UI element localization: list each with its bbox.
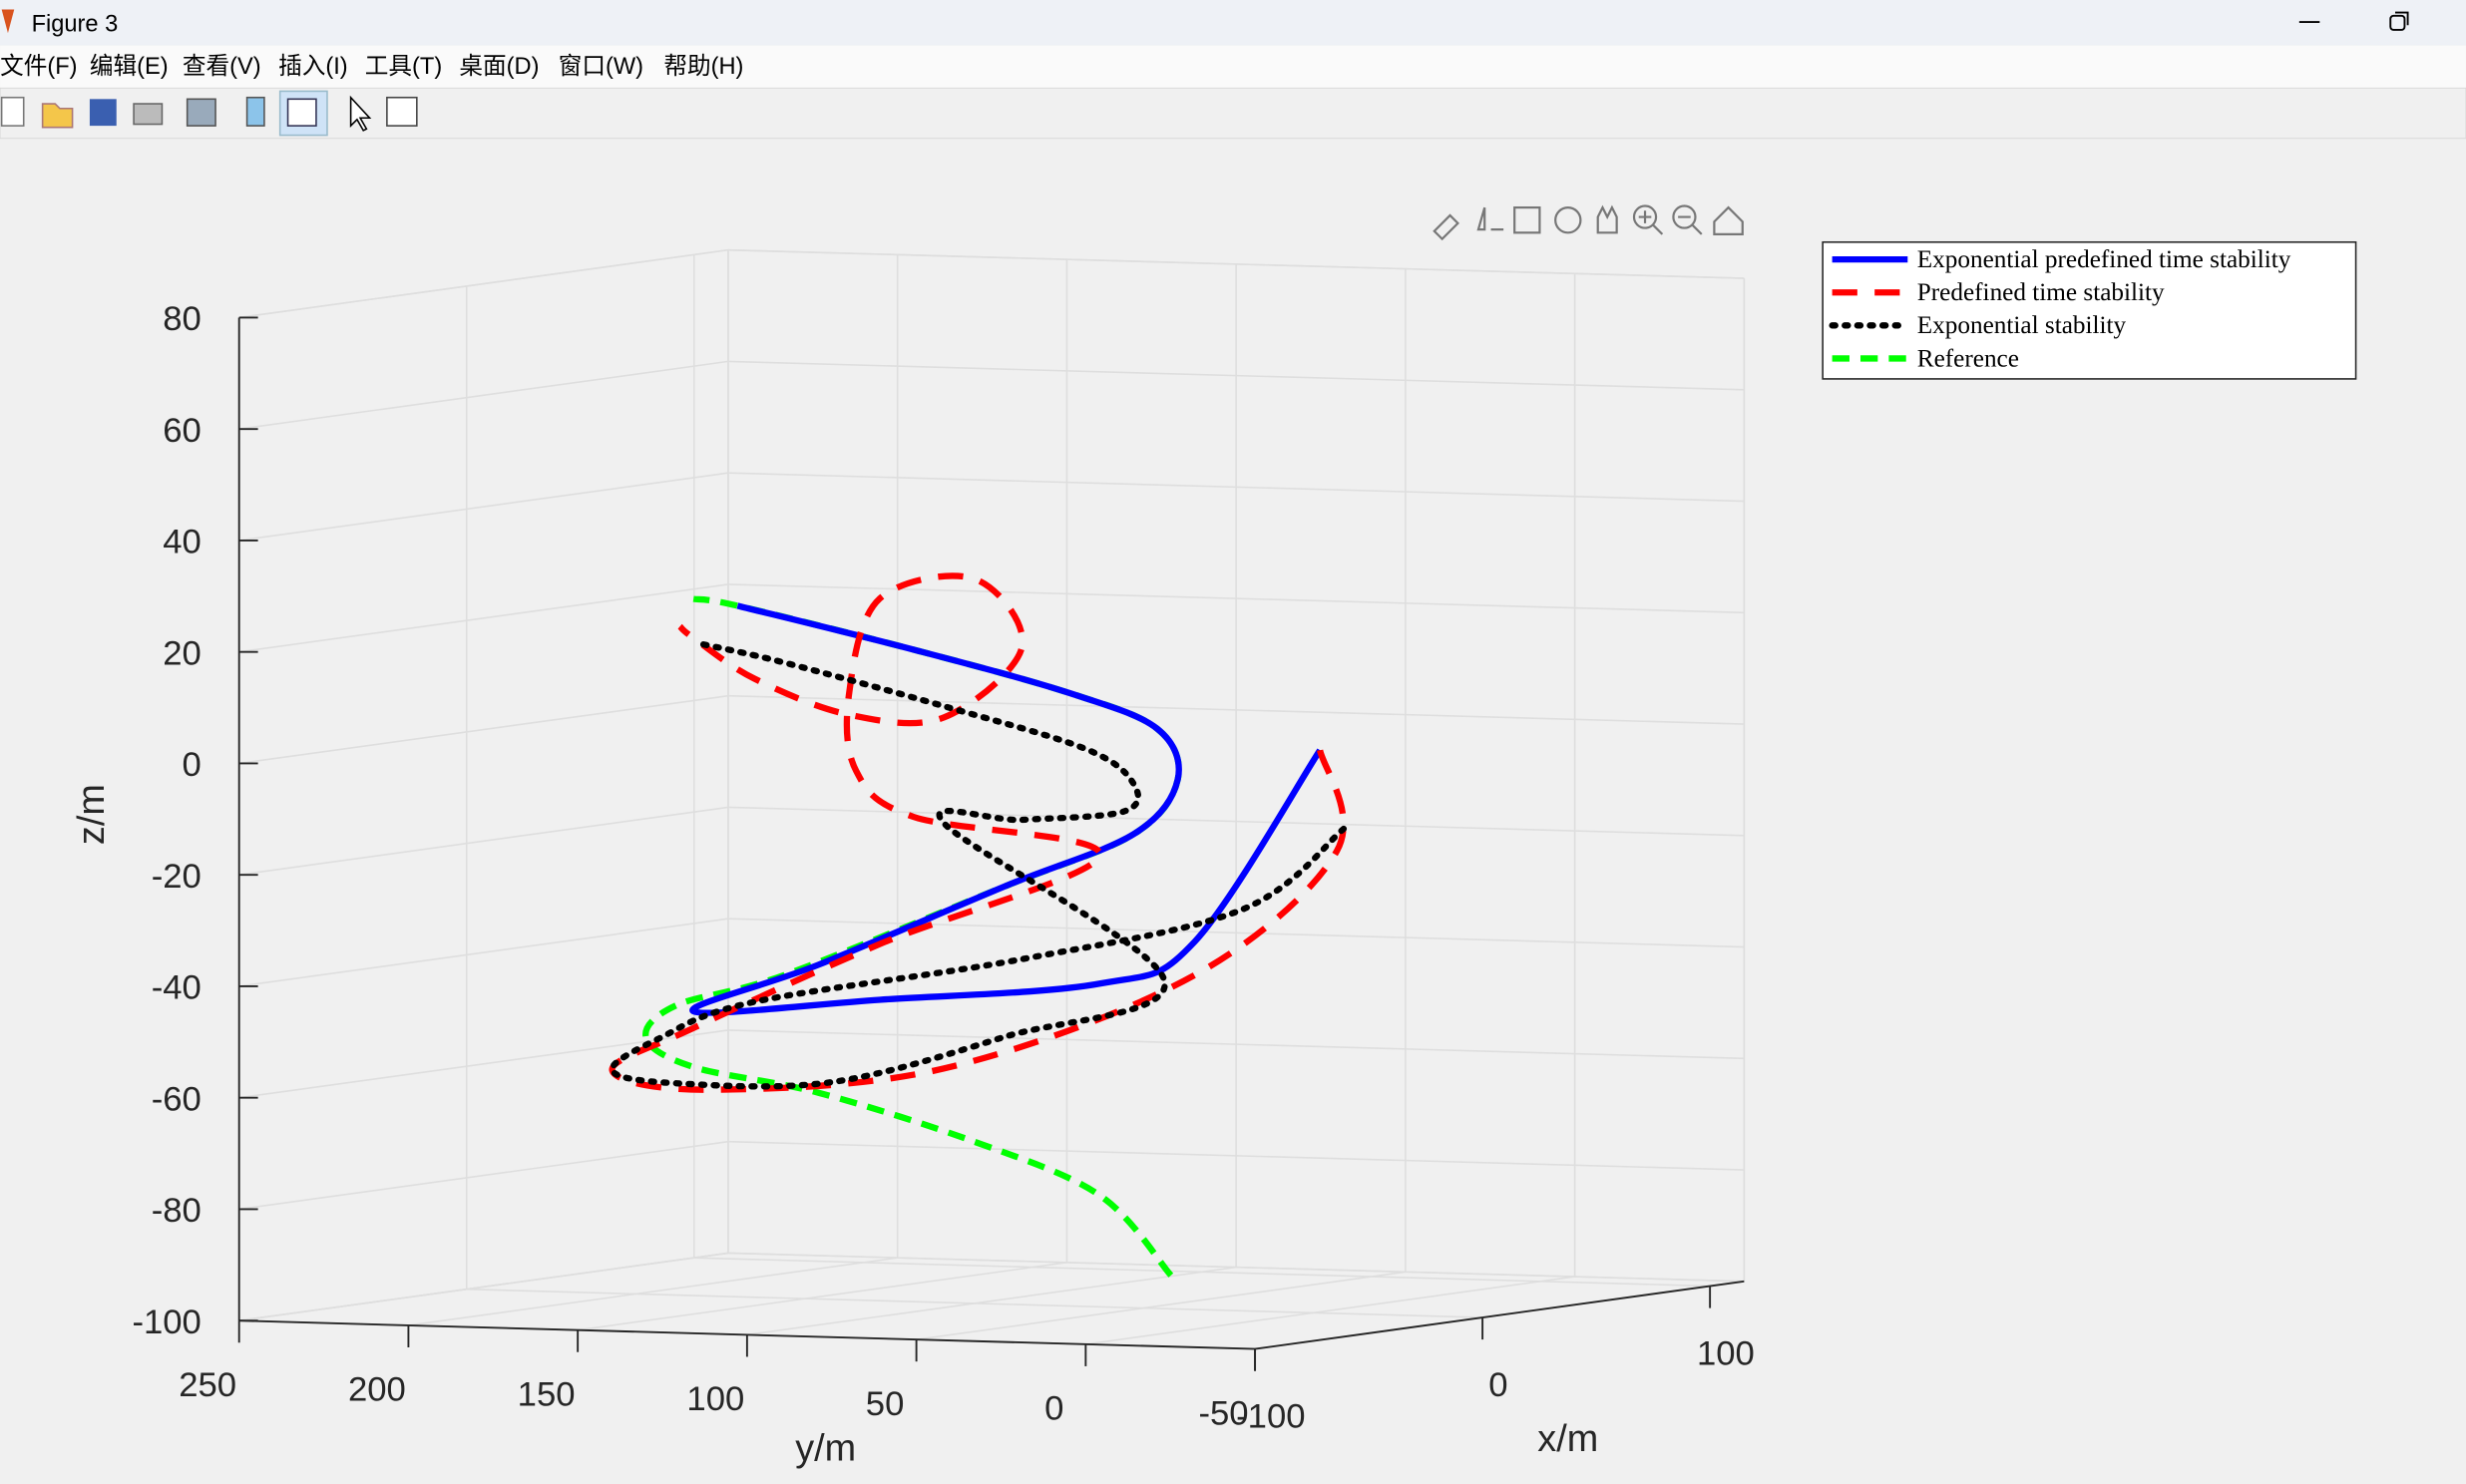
zoom-out-icon[interactable] xyxy=(1672,204,1703,235)
grid-line xyxy=(238,248,729,319)
menu-item[interactable]: 帮助(H) xyxy=(663,53,743,80)
print-preview-icon[interactable] xyxy=(186,98,216,127)
y-tick-label: 200 xyxy=(348,1371,406,1409)
menu-item[interactable]: 查看(V) xyxy=(183,53,261,80)
z-axis-label: z/m xyxy=(71,784,113,845)
y-tick-label: 250 xyxy=(179,1366,236,1404)
x-tick-label: 100 xyxy=(1697,1334,1755,1372)
restore-icon[interactable] xyxy=(1513,205,1541,234)
grid-line xyxy=(578,1262,1067,1331)
grid-line xyxy=(916,1271,1406,1340)
legend-label: Exponential stability xyxy=(1917,312,2127,339)
x-tick-label: -100 xyxy=(1236,1397,1305,1435)
rotate-icon[interactable] xyxy=(1554,205,1582,234)
y-tick-label: -50 xyxy=(1198,1394,1248,1432)
pan-icon[interactable] xyxy=(1596,204,1618,234)
brush-icon[interactable] xyxy=(1433,213,1459,241)
title-bar xyxy=(0,0,2466,46)
z-tick-label: 20 xyxy=(163,634,202,672)
trajectory-line xyxy=(609,572,1347,1093)
toolbar-icons xyxy=(0,90,418,137)
menu: 文件(F) 编辑(E) 查看(V) 插入(I) 工具(T) 桌面(D) 窗口(W) 帮助(H) xyxy=(0,53,743,80)
y-tick-label: 100 xyxy=(686,1380,744,1418)
grid-line xyxy=(238,472,729,542)
grid-line xyxy=(238,694,729,765)
menu-bar xyxy=(0,45,2466,89)
menu-item[interactable]: 文件(F) xyxy=(0,53,77,80)
z-tick-label: 60 xyxy=(163,412,202,450)
z-tick-label: 0 xyxy=(183,746,202,784)
legend: Exponential predefined time stability Pre… xyxy=(1822,240,2357,380)
y-tick-label: 150 xyxy=(518,1375,576,1413)
grid-line xyxy=(238,1140,729,1211)
menu-item[interactable]: 桌面(D) xyxy=(459,53,539,80)
z-tick-label: 40 xyxy=(163,524,202,561)
open-icon[interactable] xyxy=(41,103,74,129)
legend-label: Reference xyxy=(1917,345,2019,372)
window-title: Figure 3 xyxy=(32,12,119,38)
pointer-icon[interactable] xyxy=(349,95,372,132)
grid-line xyxy=(746,1266,1237,1336)
menu-item[interactable]: 编辑(E) xyxy=(90,53,169,80)
property-icon[interactable] xyxy=(386,96,418,127)
legend-label: Exponential predefined time stability xyxy=(1917,246,2291,273)
x-tick-label: 0 xyxy=(1488,1366,1507,1404)
home-icon[interactable] xyxy=(1713,205,1744,235)
datatip-icon[interactable] xyxy=(1476,206,1504,231)
legend-icon[interactable] xyxy=(286,98,317,127)
z-tick-label: -40 xyxy=(152,969,202,1007)
menu-item[interactable]: 窗口(W) xyxy=(559,53,643,80)
save-icon[interactable] xyxy=(89,99,117,127)
trajectory-line xyxy=(609,640,1348,1090)
toolbar xyxy=(0,87,2466,140)
grid-line xyxy=(238,360,729,430)
legend-box xyxy=(1822,240,2357,380)
grid-line xyxy=(1085,1276,1575,1345)
z-tick-label: -100 xyxy=(132,1303,201,1341)
app-icon xyxy=(1,9,15,34)
y-axis-label: y/m xyxy=(795,1428,856,1470)
grid-line xyxy=(238,918,729,987)
x-axis-label: x/m xyxy=(1537,1418,1598,1460)
z-tick-label: 80 xyxy=(163,300,202,338)
grid-line xyxy=(238,1252,729,1321)
grid-line xyxy=(466,1288,1483,1318)
menu-item[interactable]: 插入(I) xyxy=(278,53,348,80)
axes-toolbar xyxy=(1433,204,1744,241)
new-icon[interactable] xyxy=(0,96,25,127)
colorbar-icon[interactable] xyxy=(245,96,265,127)
grid-line xyxy=(408,1257,898,1326)
restore-button[interactable] xyxy=(2389,11,2409,31)
x-axis xyxy=(1254,1280,1745,1350)
legend-label: Predefined time stability xyxy=(1917,279,2165,306)
y-tick-label: 50 xyxy=(866,1385,905,1423)
z-tick-label: -60 xyxy=(152,1080,202,1118)
grid-line xyxy=(238,806,729,876)
grid-line xyxy=(693,1257,1711,1288)
trajectory-line xyxy=(689,602,1323,1016)
y-tick-label: 0 xyxy=(1044,1390,1063,1428)
menu-item[interactable]: 工具(T) xyxy=(365,54,442,80)
zoom-in-icon[interactable] xyxy=(1632,204,1664,235)
print-icon[interactable] xyxy=(133,103,164,126)
z-tick-label: -20 xyxy=(152,858,202,896)
z-tick-label: -80 xyxy=(152,1192,202,1230)
grid-line xyxy=(238,583,729,653)
